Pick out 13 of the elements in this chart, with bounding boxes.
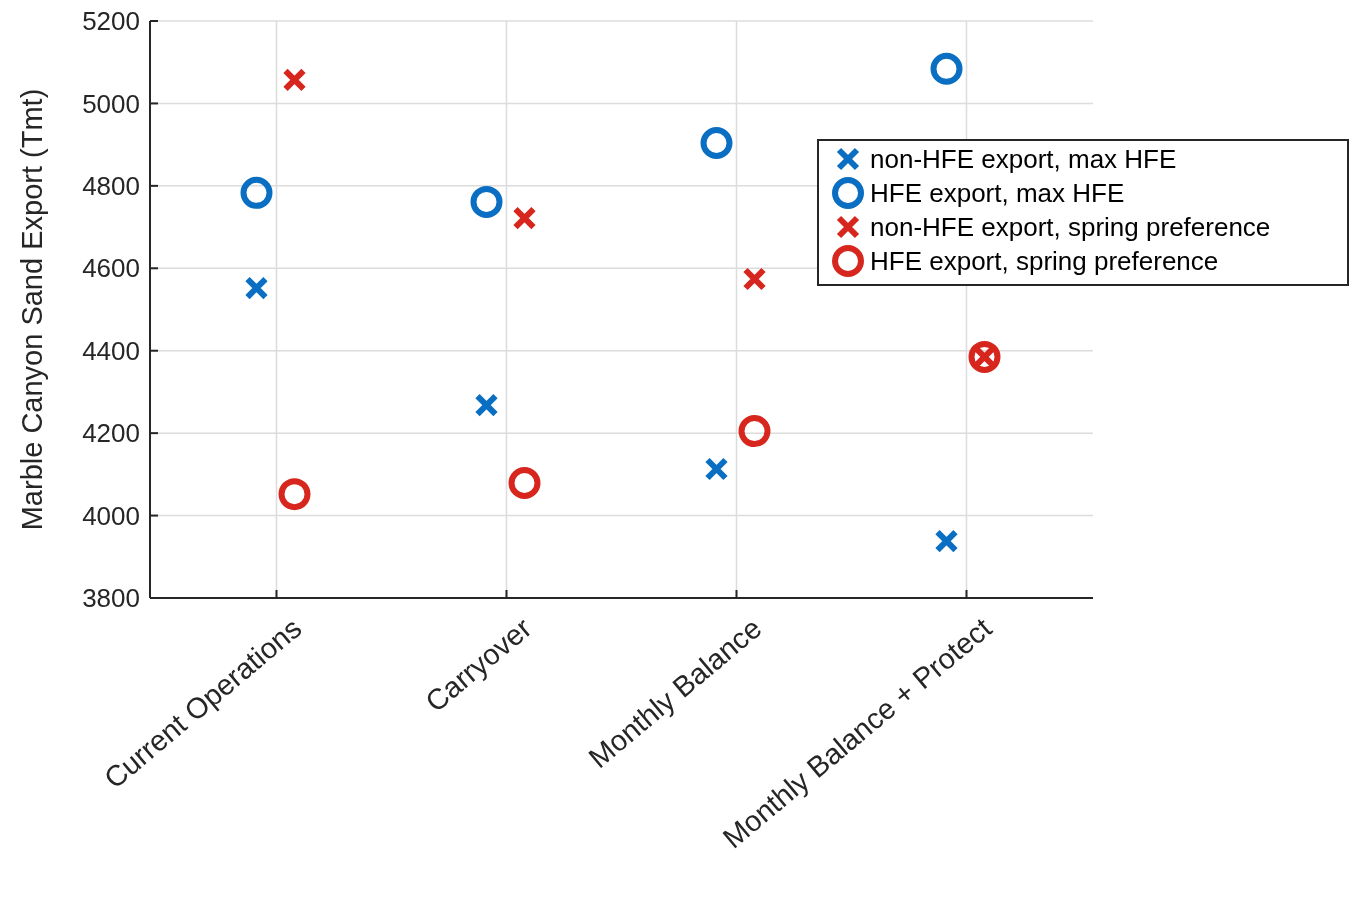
y-tick-label: 5200 [82, 6, 140, 37]
y-axis-title: Marble Canyon Sand Export (Tmt) [16, 88, 48, 531]
y-tick-label: 4200 [82, 418, 140, 449]
y-tick-label: 5000 [82, 88, 140, 119]
y-tick-label: 3800 [82, 583, 140, 614]
legend-label: HFE export, spring preference [870, 246, 1219, 277]
y-tick-label: 4000 [82, 500, 140, 531]
y-tick-label: 4400 [82, 335, 140, 366]
y-tick-label: 4600 [82, 253, 140, 284]
legend-label: HFE export, max HFE [870, 178, 1125, 209]
legend-label: non-HFE export, spring preference [870, 212, 1271, 243]
legend-label: non-HFE export, max HFE [870, 144, 1177, 175]
y-tick-label: 4800 [82, 170, 140, 201]
